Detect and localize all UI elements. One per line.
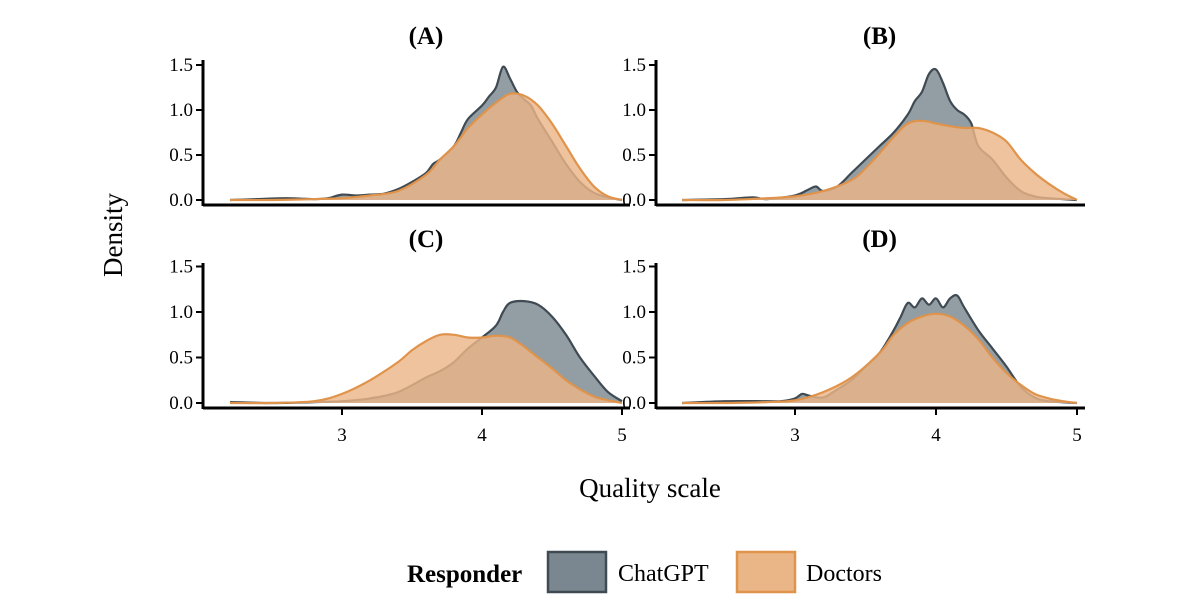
y-axis-title: Density — [98, 193, 128, 277]
x-tick-label: 4 — [931, 425, 941, 446]
y-tick-label: 0.0 — [169, 190, 193, 211]
density-line-doctors — [229, 92, 623, 202]
panel-1: (A) 0.0 0.5 1.0 1.5 — [169, 23, 630, 211]
density-area-doctors — [682, 313, 1077, 404]
x-axis-title: Quality scale — [579, 473, 721, 503]
x-tick-label: 3 — [337, 425, 347, 446]
density-area-doctors — [230, 334, 622, 404]
y-tick-label: 1.5 — [169, 257, 193, 278]
y-tick-label: 0.5 — [622, 348, 646, 369]
legend: Responder ChatGPT Doctors — [407, 550, 882, 594]
y-tick-label: 1.5 — [169, 55, 193, 76]
y-tick-label: 0.5 — [169, 348, 193, 369]
legend-label: ChatGPT — [618, 561, 709, 587]
panel-title: (C) — [409, 226, 444, 253]
density-line-doctors — [682, 312, 1078, 405]
y-tick-label: 0.0 — [622, 393, 646, 414]
density-area-doctors — [682, 120, 1077, 201]
panels: (A) 0.0 0.5 1.0 1.5 (B) 0.0 0.5 1.0 1.5 (C) 0.0 0.5 1… — [169, 23, 1085, 446]
x-tick-label: 3 — [790, 425, 800, 446]
panel-title: (B) — [863, 23, 896, 50]
y-tick-label: 1.0 — [622, 100, 646, 121]
legend-swatch — [546, 550, 608, 594]
y-tick-label: 0.0 — [169, 393, 193, 414]
x-tick-label: 5 — [1072, 425, 1082, 446]
legend-label: Doctors — [806, 561, 882, 587]
y-tick-label: 1.0 — [622, 302, 646, 323]
y-tick-label: 0.5 — [622, 145, 646, 166]
y-tick-label: 1.0 — [169, 100, 193, 121]
legend-entry-doctors: Doctors — [735, 550, 882, 594]
axis-titles: Density Quality scale — [98, 193, 721, 503]
y-tick-label: 0.5 — [169, 145, 193, 166]
y-tick-label: 1.0 — [169, 302, 193, 323]
legend-entry-chatgpt: ChatGPT — [546, 550, 709, 594]
x-tick-label: 5 — [617, 425, 627, 446]
x-tick-label: 4 — [477, 425, 487, 446]
density-line-doctors — [682, 119, 1078, 202]
y-tick-label: 1.5 — [622, 257, 646, 278]
panel-2: (B) 0.0 0.5 1.0 1.5 — [622, 23, 1085, 211]
density-line-doctors — [229, 333, 623, 405]
density-area-doctors — [230, 93, 622, 201]
legend-title: Responder — [407, 561, 522, 588]
panel-title: (A) — [409, 23, 444, 50]
panel-3: (C) 0.0 0.5 1.0 1.5 3 4 5 — [169, 226, 630, 446]
legend-swatch — [735, 550, 797, 594]
panel-title: (D) — [862, 226, 897, 253]
density-line-chatgpt — [682, 294, 1078, 405]
panel-4: (D) 0.0 0.5 1.0 1.5 3 4 5 — [622, 226, 1085, 446]
y-tick-label: 1.5 — [622, 55, 646, 76]
y-tick-label: 0.0 — [622, 190, 646, 211]
